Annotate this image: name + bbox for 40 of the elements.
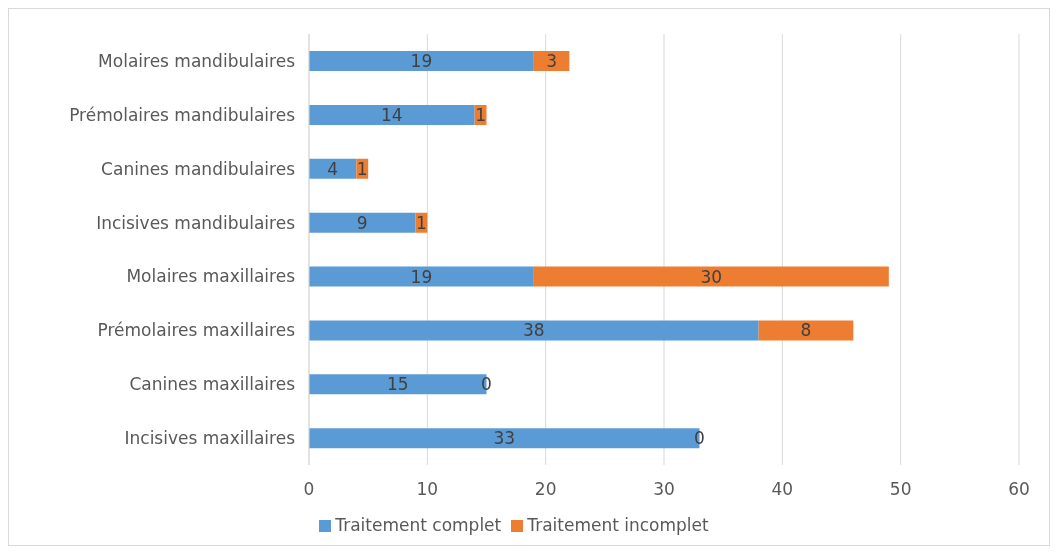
legend-label: Traitement incomplet (527, 515, 709, 535)
x-tick-label: 60 (1008, 479, 1030, 500)
data-label: 19 (410, 266, 433, 287)
x-tick-label: 0 (303, 479, 315, 500)
x-tick-label: 20 (534, 479, 557, 500)
bar (309, 320, 759, 341)
data-label: 30 (700, 266, 723, 287)
y-tick-label: Incisives mandibulaires (96, 212, 296, 233)
data-label: 19 (410, 51, 433, 72)
bar (309, 212, 416, 233)
data-label: 0 (694, 428, 705, 449)
legend-label: Traitement complet (335, 515, 502, 535)
data-label: 38 (523, 320, 545, 341)
data-label: 8 (800, 320, 812, 341)
y-tick-label: Canines maxillaires (129, 374, 296, 395)
data-label: 1 (416, 212, 427, 233)
x-tick-label: 30 (653, 479, 675, 500)
bar (533, 266, 889, 287)
data-label: 4 (327, 158, 339, 179)
data-label: 9 (356, 212, 368, 233)
y-tick-label: Prémolaires mandibulaires (69, 104, 296, 125)
bar (758, 320, 854, 341)
y-tick-label: Molaires maxillaires (126, 266, 296, 287)
y-tick-label: Canines mandibulaires (101, 158, 296, 179)
data-label: 0 (481, 374, 492, 395)
y-tick-label: Molaires mandibulaires (98, 50, 296, 71)
y-tick-label: Incisives maxillaires (124, 428, 296, 449)
x-tick-label: 40 (771, 479, 794, 500)
data-label: 1 (475, 104, 486, 125)
y-tick-label: Prémolaires maxillaires (97, 320, 296, 341)
bar (309, 104, 475, 125)
x-tick-label: 10 (416, 479, 439, 500)
data-label: 15 (386, 374, 409, 395)
data-label: 14 (381, 104, 403, 125)
bar (309, 51, 534, 71)
bar (309, 266, 534, 287)
data-label: 3 (546, 51, 557, 72)
data-label: 33 (493, 428, 516, 449)
x-tick-label: 50 (889, 479, 912, 500)
data-label: 1 (356, 158, 368, 179)
